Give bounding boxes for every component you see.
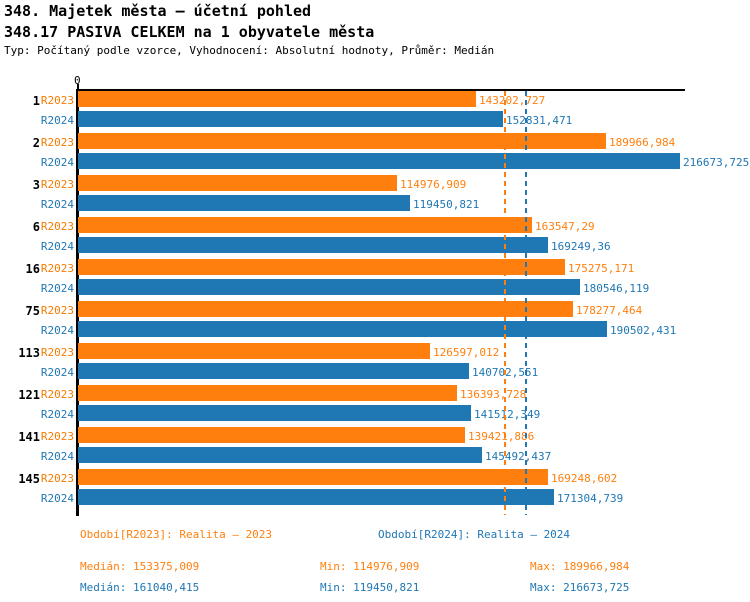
bar-r2023-6[interactable] [78, 217, 532, 233]
category-label: 121 [18, 388, 40, 402]
bar-r2023-145[interactable] [78, 469, 548, 485]
series-label-r2023: R2023 [40, 136, 74, 149]
bar-value-label: 216673,725 [683, 156, 750, 169]
series-label-r2024: R2024 [40, 408, 74, 421]
bar-value-label: 178277,464 [576, 304, 643, 317]
chart-title: 348.17 PASIVA CELKEM na 1 obyvatele měst… [4, 23, 375, 41]
bar-r2024-2[interactable] [78, 153, 680, 169]
bar-r2024-1[interactable] [78, 111, 503, 127]
stat-median-r2024: Medián: 161040,415 [80, 581, 200, 594]
bar-r2023-1[interactable] [78, 91, 476, 107]
category-label: 3 [32, 178, 40, 192]
category-label: 141 [18, 430, 40, 444]
chart-subtitle: Typ: Počítaný podle vzorce, Vyhodnocení:… [4, 44, 495, 57]
series-label-r2023: R2023 [40, 262, 74, 275]
series-label-r2023: R2023 [40, 304, 74, 317]
series-label-r2023: R2023 [40, 430, 74, 443]
bar-value-label: 136393,728 [460, 388, 527, 401]
bar-value-label: 141512,349 [474, 408, 541, 421]
series-label-r2024: R2024 [40, 198, 74, 211]
bar-value-label: 143202,727 [479, 94, 546, 107]
bar-r2024-3[interactable] [78, 195, 410, 211]
category-label: 75 [25, 304, 40, 318]
bar-r2023-113[interactable] [78, 343, 430, 359]
series-label-r2024: R2024 [40, 156, 74, 169]
bar-value-label: 145492,437 [485, 450, 552, 463]
bar-value-label: 171304,739 [557, 492, 624, 505]
series-label-r2024: R2024 [40, 366, 74, 379]
bar-r2023-121[interactable] [78, 385, 457, 401]
category-label: 1 [32, 94, 40, 108]
zero-tick-label: 0 [74, 74, 81, 87]
bar-value-label: 139421,886 [468, 430, 535, 443]
series-label-r2023: R2023 [40, 94, 74, 107]
series-label-r2024: R2024 [40, 324, 74, 337]
category-label: 16 [25, 262, 40, 276]
bar-r2024-75[interactable] [78, 321, 607, 337]
stat-max-r2023: Max: 189966,984 [530, 560, 630, 573]
legend-item-r2023[interactable]: Období[R2023]: Realita – 2023 [80, 528, 273, 541]
series-label-r2024: R2024 [40, 282, 74, 295]
bar-value-label: 152831,471 [506, 114, 573, 127]
stat-median-r2023: Medián: 153375,009 [80, 560, 200, 573]
zero-tick-mark [77, 84, 79, 92]
bar-value-label: 114976,909 [400, 178, 467, 191]
bar-value-label: 119450,821 [413, 198, 480, 211]
bar-value-label: 169248,602 [551, 472, 618, 485]
median-line-r2023 [504, 91, 506, 515]
series-label-r2024: R2024 [40, 492, 74, 505]
bar-r2023-16[interactable] [78, 259, 565, 275]
series-label-r2024: R2024 [40, 240, 74, 253]
category-label: 2 [32, 136, 40, 150]
bar-r2023-3[interactable] [78, 175, 397, 191]
page-title: 348. Majetek města – účetní pohled [4, 2, 312, 20]
bar-r2023-2[interactable] [78, 133, 606, 149]
bar-value-label: 163547,29 [535, 220, 595, 233]
bar-r2023-75[interactable] [78, 301, 573, 317]
category-label: 113 [18, 346, 40, 360]
bar-r2023-141[interactable] [78, 427, 465, 443]
bar-r2024-121[interactable] [78, 405, 471, 421]
legend-item-r2024[interactable]: Období[R2024]: Realita – 2024 [378, 528, 571, 541]
bar-value-label: 175275,171 [568, 262, 635, 275]
stat-max-r2024: Max: 216673,725 [530, 581, 630, 594]
y-axis-line [76, 89, 79, 516]
top-axis-line [78, 89, 685, 91]
bar-value-label: 126597,012 [433, 346, 500, 359]
series-label-r2023: R2023 [40, 346, 74, 359]
bar-value-label: 189966,984 [609, 136, 676, 149]
bar-r2024-141[interactable] [78, 447, 482, 463]
bar-value-label: 180546,119 [583, 282, 650, 295]
stat-min-r2023: Min: 114976,909 [320, 560, 420, 573]
bar-r2024-145[interactable] [78, 489, 554, 505]
series-label-r2023: R2023 [40, 178, 74, 191]
series-label-r2024: R2024 [40, 114, 74, 127]
series-label-r2023: R2023 [40, 388, 74, 401]
median-line-r2024 [525, 91, 527, 515]
category-label: 145 [18, 472, 40, 486]
bar-r2024-16[interactable] [78, 279, 580, 295]
series-label-r2024: R2024 [40, 450, 74, 463]
series-label-r2023: R2023 [40, 472, 74, 485]
bar-value-label: 190502,431 [610, 324, 677, 337]
bar-value-label: 169249,36 [551, 240, 611, 253]
bar-r2024-113[interactable] [78, 363, 469, 379]
stat-min-r2024: Min: 119450,821 [320, 581, 420, 594]
bar-r2024-6[interactable] [78, 237, 548, 253]
category-label: 6 [32, 220, 40, 234]
series-label-r2023: R2023 [40, 220, 74, 233]
